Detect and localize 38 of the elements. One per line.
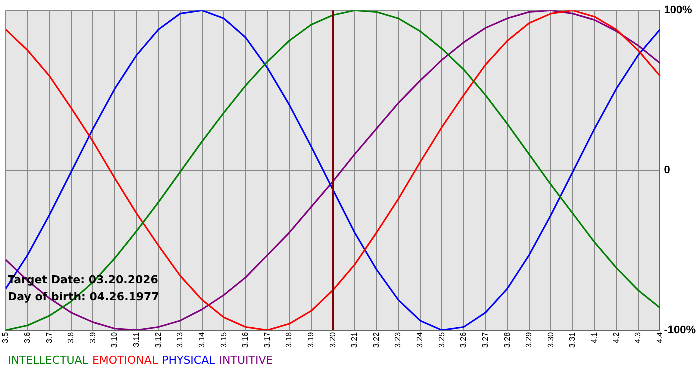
x-tick-label: 3.16	[241, 332, 250, 348]
x-tick-label: 3.11	[132, 332, 142, 348]
x-tick-label: 3.15	[219, 332, 228, 348]
x-tick-label: 3.28	[502, 332, 512, 348]
x-tick-label: 3.14	[197, 332, 206, 348]
y-tick-label: 0	[664, 164, 670, 177]
text: EMOTIONAL	[92, 354, 158, 367]
x-tick-label: 3.19	[306, 332, 316, 348]
text: PHYSICAL	[162, 354, 216, 367]
y-tick-label: 100%	[664, 4, 693, 17]
x-tick-label: 3.8	[66, 332, 76, 344]
x-tick-label: 3.30	[546, 332, 556, 348]
x-tick-label: 3.21	[350, 332, 360, 348]
x-tick-label: 3.10	[110, 332, 120, 348]
x-tick-label: 3.23	[394, 332, 403, 348]
y-tick-label: -100%	[664, 324, 696, 336]
x-tick-label: 4.2	[612, 332, 621, 344]
x-tick-label: 3.31	[568, 332, 578, 348]
text: INTELLECTUAL	[8, 354, 88, 367]
x-tick-label: 4.1	[590, 332, 599, 344]
x-tick-label: 4.3	[634, 332, 643, 344]
x-tick-label: 3.26	[459, 332, 468, 348]
x-tick-label: 3.25	[437, 332, 446, 348]
x-tick-label: 3.22	[372, 332, 381, 348]
x-tick-label: 4.4	[655, 332, 664, 344]
x-tick-label: 3.6	[23, 332, 32, 344]
x-tick-label: 3.27	[480, 332, 490, 348]
x-tick-label: 3.29	[524, 332, 534, 348]
text: INTUITIVE	[219, 354, 274, 367]
x-tick-label: 3.24	[416, 332, 425, 348]
x-tick-label: 3.17	[262, 332, 272, 348]
x-tick-label: 3.13	[176, 332, 185, 348]
x-tick-label: 3.18	[284, 332, 294, 348]
x-tick-label: 3.9	[88, 332, 98, 344]
x-tick-label: 3.7	[44, 332, 54, 344]
x-tick-label: 3.20	[328, 332, 338, 348]
x-tick-label: 3.12	[154, 332, 163, 348]
x-tick-label: 3.5	[1, 332, 10, 344]
